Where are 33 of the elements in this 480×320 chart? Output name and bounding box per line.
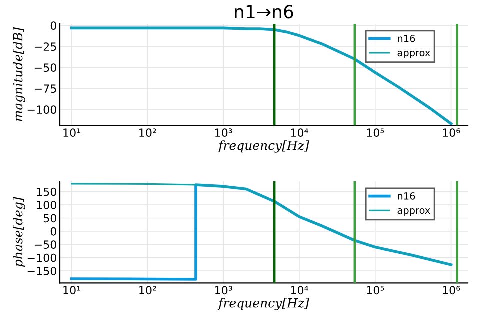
- y-tick-label: −100: [28, 254, 56, 262]
- x-tick-label: 10⁵: [367, 128, 384, 138]
- x-tick-label: 10⁴: [291, 128, 308, 138]
- x-tick-label: 10³: [215, 128, 232, 138]
- y-tick-label: 150: [37, 188, 56, 196]
- legend-label: approx: [398, 50, 430, 58]
- x-axis-title: frequency[Hz]: [218, 298, 310, 310]
- x-tick-label: 10⁶: [443, 286, 460, 295]
- x-axis-title: frequency[Hz]: [218, 140, 310, 153]
- y-tick-label: 0: [50, 227, 56, 236]
- x-tick-label: 10²: [140, 128, 156, 138]
- y-axis-title: phase[deg]: [13, 197, 26, 268]
- x-tick-label: 10¹: [64, 286, 80, 295]
- y-tick-label: −150: [28, 267, 56, 276]
- y-tick-label: −50: [34, 240, 56, 250]
- x-tick-label: 10⁴: [291, 286, 308, 295]
- x-tick-label: 10¹: [64, 128, 80, 138]
- y-tick-label: −100: [28, 106, 56, 114]
- legend-label: approx: [398, 208, 430, 216]
- x-tick-label: 10²: [140, 286, 156, 295]
- y-tick-label: −75: [34, 84, 56, 94]
- y-tick-label: 50: [44, 214, 56, 223]
- chart-title: n1→n6: [235, 5, 294, 19]
- x-tick-label: 10³: [215, 286, 232, 295]
- y-tick-label: 100: [37, 201, 56, 210]
- y-tick-label: 0: [50, 22, 56, 30]
- y-axis-title: magnitude[dB]: [13, 27, 26, 122]
- y-tick-label: −50: [34, 64, 56, 72]
- x-tick-label: 10⁶: [443, 128, 460, 138]
- y-tick-label: −25: [34, 42, 56, 52]
- legend-label: n16: [398, 192, 416, 200]
- legend-label: n16: [398, 34, 416, 42]
- x-tick-label: 10⁵: [367, 286, 384, 295]
